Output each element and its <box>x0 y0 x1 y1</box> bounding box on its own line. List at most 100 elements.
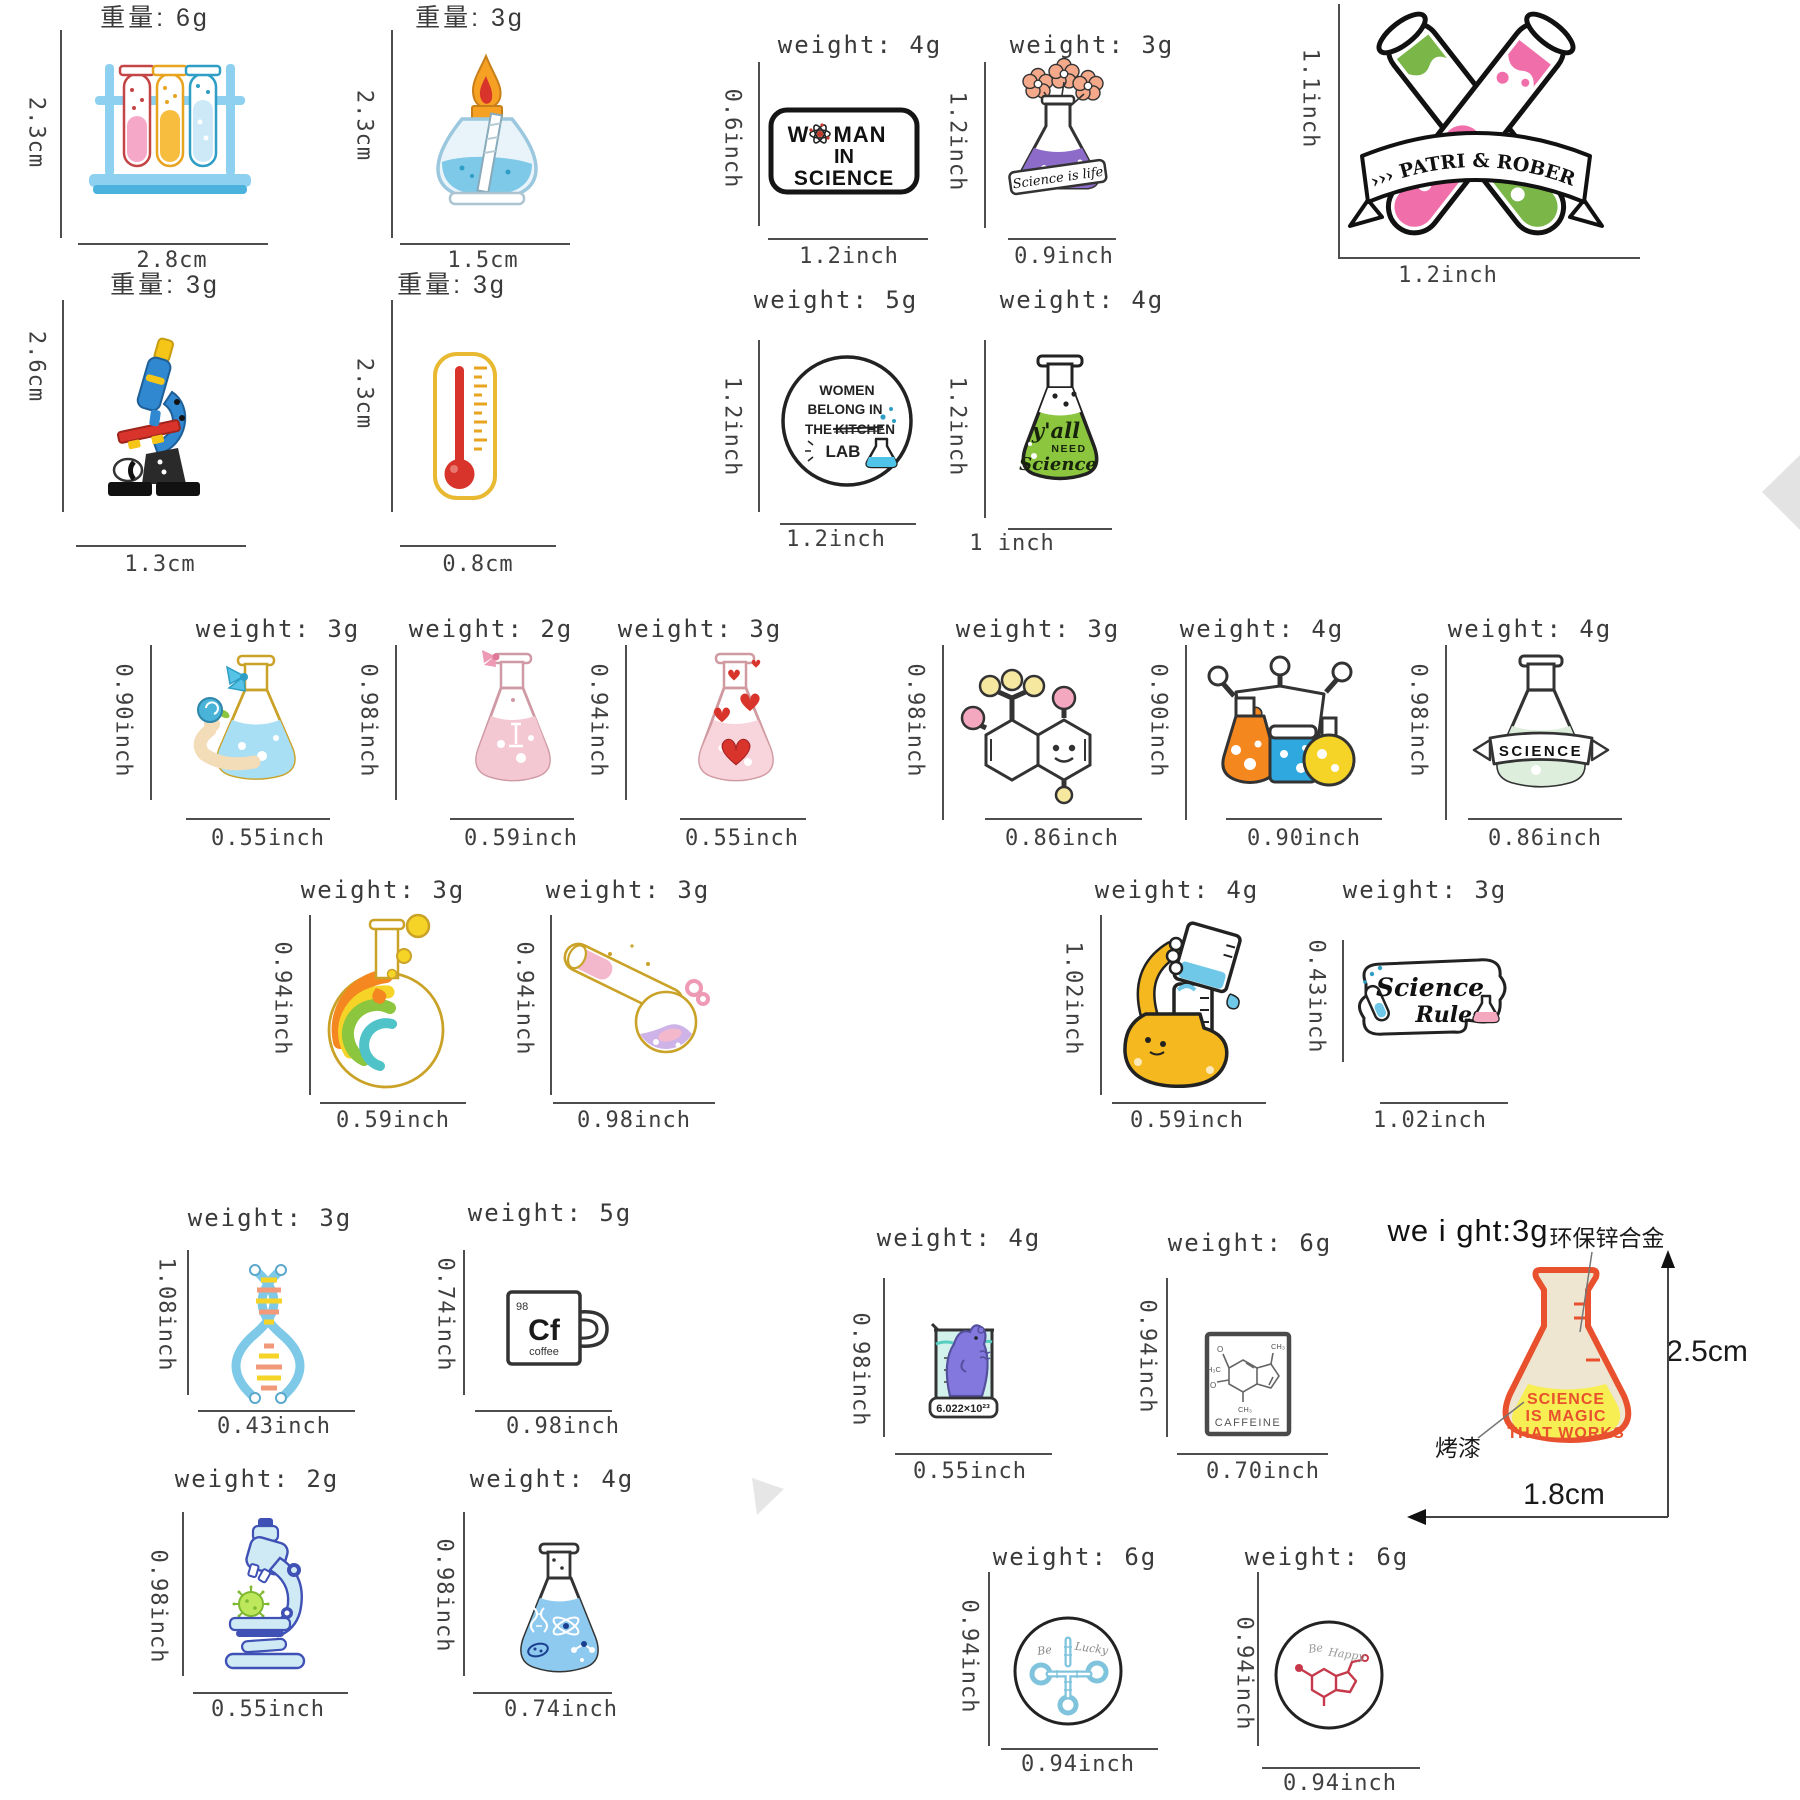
height-label: 1.2inch <box>944 376 970 477</box>
weight-label: weight: 3g <box>617 615 783 643</box>
weight-label: weight: 3g <box>955 615 1121 643</box>
svg-text:Science: Science <box>1376 973 1484 1002</box>
weight-label: we i ght:3g <box>1387 1213 1549 1248</box>
width-ruler-line <box>895 1453 1052 1455</box>
height-label: 0.98inch <box>1405 663 1431 778</box>
height-label: 0.90inch <box>110 663 136 778</box>
spec-note-width: 1.8cm <box>1523 1478 1605 1512</box>
height-label: 0.6inch <box>719 88 745 189</box>
weight-label: weight: 5g <box>467 1199 633 1227</box>
svg-text:THE: THE <box>805 422 832 437</box>
width-label: 1.2inch <box>786 527 886 552</box>
svg-text:KITCHEN: KITCHEN <box>835 422 895 437</box>
width-ruler-line <box>1008 238 1116 240</box>
height-label: 0.94inch <box>511 941 537 1056</box>
width-ruler-line <box>198 1410 355 1412</box>
weight-label: weight: 4g <box>1094 876 1260 904</box>
width-label: 1.2inch <box>799 244 899 269</box>
teal-microscope-icon <box>218 1516 313 1674</box>
height-ruler-line <box>182 1512 184 1676</box>
height-ruler-line <box>758 62 760 226</box>
svg-text:coffee: coffee <box>529 1346 559 1358</box>
left-arrowhead-icon <box>1407 1509 1426 1525</box>
science-is-life-flask-icon: Science is life <box>1008 57 1110 200</box>
svg-text:SCIENCE: SCIENCE <box>1499 743 1583 760</box>
height-label: 2.6cm <box>23 330 49 403</box>
width-ruler-line <box>1468 818 1622 820</box>
atom-flask-icon <box>504 1542 610 1682</box>
width-ruler-line <box>473 1692 612 1694</box>
width-ruler-line <box>1262 1767 1420 1769</box>
width-label: 0.59inch <box>1130 1108 1244 1133</box>
dna-helix-icon <box>231 1264 305 1404</box>
rainbow-round-flask-icon <box>326 912 458 1094</box>
width-label: 0.43inch <box>217 1414 331 1439</box>
width-label: 0.70inch <box>1206 1459 1320 1484</box>
height-label: 1.1inch <box>1297 48 1323 149</box>
science-banner-flask-icon: SCIENCE <box>1466 652 1618 804</box>
height-label: 1.2inch <box>719 376 745 477</box>
height-ruler-line <box>1338 4 1340 257</box>
science-rules-badge-icon: Science Rules <box>1350 950 1512 1046</box>
height-ruler-line <box>984 340 986 518</box>
height-ruler-line <box>625 645 627 800</box>
width-label: 2.8cm <box>136 248 208 273</box>
svg-text:WOMEN: WOMEN <box>819 382 874 398</box>
svg-text:H₃C: H₃C <box>1207 1365 1221 1374</box>
height-ruler-line <box>463 1512 465 1676</box>
watermark-chevron <box>1762 455 1800 530</box>
svg-text:CH₃: CH₃ <box>1238 1405 1252 1414</box>
svg-text:NEED: NEED <box>1051 443 1086 455</box>
width-ruler-line <box>76 545 246 547</box>
height-label: 2.3cm <box>351 89 377 162</box>
svg-text:LAB: LAB <box>826 442 861 461</box>
width-label: 1.5cm <box>447 248 519 273</box>
width-ruler-line <box>680 818 806 820</box>
smiling-molecule-icon <box>960 652 1108 805</box>
pink-bow-flask-icon <box>455 648 571 804</box>
weight-label: weight: 6g <box>1167 1229 1333 1257</box>
svg-text:Happy: Happy <box>1327 1645 1367 1663</box>
svg-text:Science: Science <box>1019 454 1097 475</box>
width-label: 0.55inch <box>211 1697 325 1722</box>
width-ruler-line <box>780 523 916 525</box>
height-ruler-line <box>60 30 62 238</box>
width-label: 0.98inch <box>506 1414 620 1439</box>
width-ruler-line <box>1338 257 1640 259</box>
height-ruler-line <box>1342 940 1344 1062</box>
svg-text:98: 98 <box>516 1301 528 1313</box>
height-label: 0.94inch <box>956 1599 982 1714</box>
height-ruler-line <box>984 62 986 228</box>
yall-need-science-flask-icon: y'all NEED Science <box>1008 352 1112 492</box>
be-lucky-badge-icon: Be Lucky <box>1011 1614 1126 1729</box>
width-ruler-line <box>193 1692 348 1694</box>
width-label: 0.8cm <box>442 552 514 577</box>
weight-label: weight: 3g <box>300 876 466 904</box>
weight-label: weight: 4g <box>469 1465 635 1493</box>
microscope-icon <box>94 336 212 504</box>
height-label: 0.94inch <box>1231 1616 1257 1731</box>
height-ruler-line <box>62 300 64 512</box>
svg-text:Be: Be <box>1307 1641 1324 1656</box>
width-ruler-line <box>768 238 928 240</box>
width-label: 1.2inch <box>1398 263 1498 288</box>
width-ruler-line <box>475 1410 612 1412</box>
weight-label: weight: 4g <box>1447 615 1613 643</box>
science-is-magic-flask-icon: SCIENCE IS MAGIC THAT WORKS <box>1486 1264 1646 1479</box>
woman-in-science-icon: W MAN IN SCIENCE <box>768 104 920 196</box>
mole-in-beaker-icon: 6.022×10²³ <box>924 1300 1004 1424</box>
weight-label: weight: 3g <box>1009 31 1175 59</box>
width-ruler-line <box>450 818 574 820</box>
width-label: 0.59inch <box>336 1108 450 1133</box>
svg-text:Rules: Rules <box>1414 1002 1484 1028</box>
height-label: 0.98inch <box>431 1538 457 1653</box>
width-label: 1.02inch <box>1373 1108 1487 1133</box>
height-ruler-line <box>1257 1572 1259 1746</box>
svg-text:CH₃: CH₃ <box>1271 1342 1285 1351</box>
width-label: 0.86inch <box>1488 826 1602 851</box>
heart-flask-icon <box>676 648 798 804</box>
height-label: 0.90inch <box>1145 663 1171 778</box>
svg-text:Cf: Cf <box>528 1314 561 1347</box>
width-ruler-line <box>1177 1453 1328 1455</box>
